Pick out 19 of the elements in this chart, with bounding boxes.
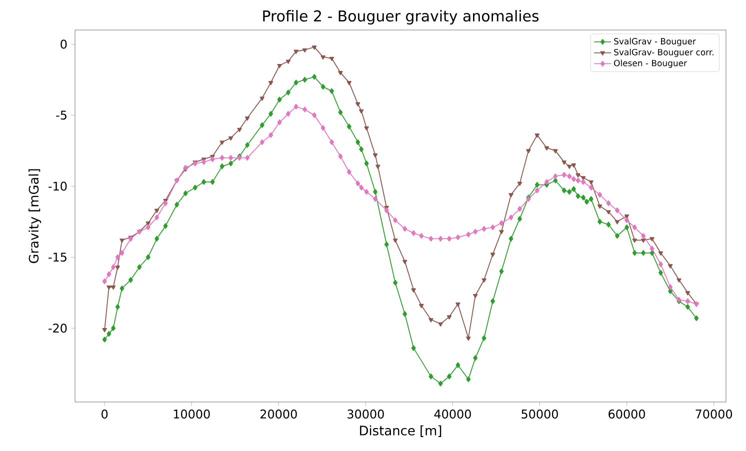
y-tick-label: 0	[60, 40, 67, 49]
y-tick-label: -5	[56, 110, 66, 120]
chart-title: Profile 2 - Bouguer gravity anomalies	[263, 10, 539, 24]
x-tick-label: 60000	[608, 410, 645, 419]
legend-label: Olesen - Bouguer	[614, 60, 688, 68]
x-tick-label: 40000	[434, 410, 471, 419]
x-tick-label: 30000	[348, 410, 384, 419]
legend-label: SvalGrav - Bouguer	[614, 38, 696, 46]
x-tick-label: 10000	[174, 410, 210, 419]
legend-label: SvalGrav- Bouguer corr.	[614, 48, 714, 58]
x-tick-label: 20000	[260, 410, 297, 419]
x-axis-title: Distance [m]	[360, 425, 442, 437]
y-tick-label: -10	[48, 182, 67, 191]
x-tick-label: 70000	[696, 410, 732, 419]
y-tick-label: -15	[48, 252, 66, 262]
x-tick-label: 50000	[522, 410, 558, 419]
x-tick-label: 0	[102, 410, 108, 419]
y-tick-label: -20	[48, 324, 67, 333]
y-axis-title: Gravity [mGal]	[28, 169, 42, 264]
